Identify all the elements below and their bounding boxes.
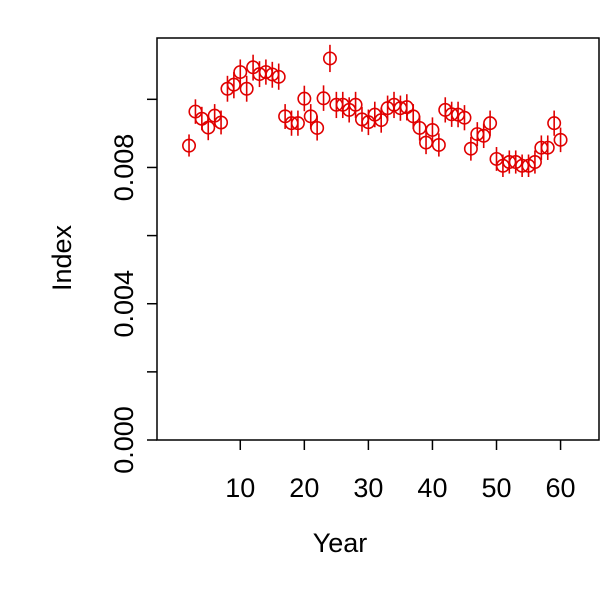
x-tick-label: 60 (546, 473, 576, 503)
data-point (201, 114, 216, 141)
data-point (476, 123, 491, 149)
y-tick-label: 0.000 (109, 406, 139, 474)
data-point (271, 63, 286, 90)
point-marker (316, 91, 331, 106)
point-marker (553, 132, 568, 147)
data-points (182, 44, 568, 177)
y-tick-label: 0.004 (109, 270, 139, 338)
x-axis-title: Year (313, 528, 368, 558)
point-marker (322, 51, 337, 66)
point-marker (239, 81, 254, 96)
data-point (220, 75, 235, 102)
point-marker (431, 137, 446, 152)
x-tick-label: 50 (481, 473, 511, 503)
data-point (495, 154, 510, 177)
point-marker (290, 116, 305, 131)
point-marker (201, 120, 216, 135)
data-point (508, 150, 523, 174)
point-marker (297, 91, 312, 106)
data-point (457, 105, 472, 131)
data-point (431, 133, 446, 157)
data-point (335, 91, 350, 119)
y-tick-label: 0.008 (109, 134, 139, 202)
point-marker (483, 116, 498, 131)
data-point (521, 154, 536, 177)
data-point (527, 150, 542, 174)
data-point (553, 127, 568, 153)
point-marker (463, 141, 478, 156)
data-point (316, 85, 331, 111)
point-marker (457, 110, 472, 125)
data-point (547, 110, 562, 136)
point-marker (233, 65, 248, 80)
x-axis: 10 20 30 40 50 60 (225, 440, 576, 503)
y-axis: 0.000 0.004 0.008 (109, 98, 157, 474)
point-marker (310, 120, 325, 135)
data-point (483, 110, 498, 136)
x-tick-label: 30 (353, 473, 383, 503)
plot-frame (156, 37, 600, 441)
point-marker (271, 69, 286, 84)
point-marker (214, 115, 229, 130)
point-marker (182, 138, 197, 153)
data-point (348, 91, 363, 119)
data-point (419, 131, 434, 155)
data-point (233, 59, 248, 85)
data-point (297, 85, 312, 112)
data-point (463, 136, 478, 161)
data-point (438, 97, 453, 123)
data-point (182, 134, 197, 157)
data-point (540, 135, 555, 160)
x-tick-label: 40 (417, 473, 447, 503)
point-marker (547, 116, 562, 131)
y-axis-title: Index (47, 224, 77, 291)
x-tick-label: 10 (225, 473, 255, 503)
data-point (310, 115, 325, 141)
data-point (322, 44, 337, 73)
plot-border (156, 37, 600, 441)
data-point (425, 117, 440, 143)
point-marker (348, 97, 363, 112)
data-point (290, 110, 305, 136)
point-marker (419, 135, 434, 150)
point-marker (425, 122, 440, 137)
data-point (239, 75, 254, 102)
data-point (214, 110, 229, 135)
point-marker (540, 140, 555, 155)
point-marker (527, 155, 542, 170)
x-tick-label: 20 (289, 473, 319, 503)
